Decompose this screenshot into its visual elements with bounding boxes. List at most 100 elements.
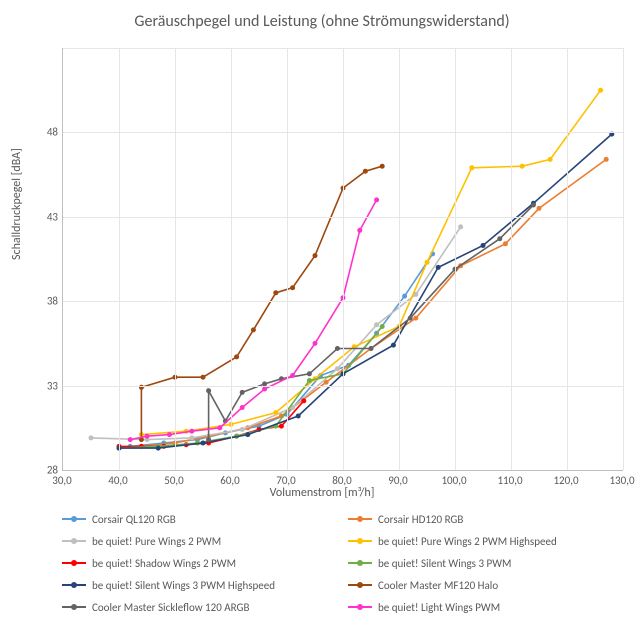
series-marker — [481, 243, 486, 248]
series-marker — [206, 437, 211, 442]
series-line — [91, 227, 461, 440]
legend-swatch-line — [348, 540, 372, 542]
series-marker — [335, 366, 340, 371]
series-marker — [335, 346, 340, 351]
series-line — [141, 159, 606, 446]
series-marker — [402, 294, 407, 299]
series-marker — [262, 387, 267, 392]
series-marker — [413, 316, 418, 321]
x-tick: 90,0 — [388, 474, 407, 487]
legend-swatch-marker — [71, 516, 77, 522]
series-marker — [458, 224, 463, 229]
legend-item: Cooler Master Sickleflow 120 ARGB — [62, 597, 336, 617]
legend-item: be quiet! Pure Wings 2 PWM Highspeed — [348, 531, 622, 551]
legend-label: be quiet! Pure Wings 2 PWM — [92, 535, 221, 548]
x-tick: 130,0 — [609, 474, 634, 487]
legend-swatch-line — [62, 540, 86, 542]
series-line — [130, 200, 376, 440]
series-line — [141, 166, 382, 439]
series-marker — [503, 241, 508, 246]
series-marker — [240, 390, 245, 395]
series-marker — [469, 165, 474, 170]
series-marker — [279, 424, 284, 429]
legend-label: be quiet! Silent Wings 3 PWM Highspeed — [92, 579, 275, 592]
series-marker — [537, 206, 542, 211]
series-marker — [145, 434, 150, 439]
series-marker — [520, 164, 525, 169]
legend-swatch-marker — [71, 538, 77, 544]
legend-item: be quiet! Pure Wings 2 PWM — [62, 531, 336, 551]
series-marker — [374, 322, 379, 327]
series-marker — [128, 437, 133, 442]
series-marker — [380, 324, 385, 329]
series-marker — [89, 435, 94, 440]
series-marker — [604, 157, 609, 162]
x-tick: 30,0 — [52, 474, 71, 487]
legend-item: be quiet! Silent Wings 3 PWM — [348, 553, 622, 573]
legend-label: Cooler Master MF120 Halo — [378, 579, 498, 592]
y-tick: 33 — [47, 379, 58, 392]
x-tick: 110,0 — [497, 474, 522, 487]
series-marker — [374, 197, 379, 202]
legend-swatch-line — [62, 584, 86, 586]
series-marker — [189, 435, 194, 440]
series-marker — [307, 371, 312, 376]
series-marker — [369, 346, 374, 351]
legend-swatch-line — [62, 606, 86, 608]
legend-label: be quiet! Light Wings PWM — [378, 601, 500, 614]
series-marker — [497, 236, 502, 241]
series-marker — [240, 427, 245, 432]
series-marker — [290, 373, 295, 378]
series-marker — [301, 398, 306, 403]
legend-label: be quiet! Shadow Wings 2 PWM — [92, 557, 236, 570]
series-marker — [240, 405, 245, 410]
series-marker — [313, 341, 318, 346]
legend-swatch-marker — [71, 604, 77, 610]
x-tick: 50,0 — [164, 474, 183, 487]
legend-swatch-marker — [357, 582, 363, 588]
x-tick: 100,0 — [441, 474, 466, 487]
legend-label: Cooler Master Sickleflow 120 ARGB — [92, 601, 249, 614]
series-marker — [548, 157, 553, 162]
series-marker — [380, 164, 385, 169]
series-marker — [251, 327, 256, 332]
series-marker — [156, 446, 161, 451]
legend-item: be quiet! Shadow Wings 2 PWM — [62, 553, 336, 573]
series-marker — [167, 432, 172, 437]
series-marker — [436, 265, 441, 270]
series-marker — [598, 88, 603, 93]
series-marker — [245, 432, 250, 437]
series-marker — [201, 441, 206, 446]
series-marker — [357, 228, 362, 233]
legend-item: Cooler Master MF120 Halo — [348, 575, 622, 595]
chart-title: Geräuschpegel und Leistung (ohne Strömun… — [0, 0, 644, 31]
series-marker — [217, 425, 222, 430]
chart-container: Geräuschpegel und Leistung (ohne Strömun… — [0, 0, 644, 644]
legend-swatch-line — [348, 584, 372, 586]
legend-swatch-line — [62, 518, 86, 520]
series-marker — [531, 203, 536, 208]
legend-swatch-marker — [357, 516, 363, 522]
series-marker — [363, 169, 368, 174]
legend-swatch-line — [62, 562, 86, 564]
y-axis-label: Schalldruckpegel [dBA] — [10, 148, 24, 260]
y-tick: 38 — [47, 295, 58, 308]
legend-label: be quiet! Pure Wings 2 PWM Highspeed — [378, 535, 557, 548]
series-marker — [391, 343, 396, 348]
x-tick: 120,0 — [553, 474, 578, 487]
series-marker — [201, 375, 206, 380]
y-tick: 43 — [47, 210, 58, 223]
legend-item: Corsair HD120 RGB — [348, 509, 622, 529]
legend-label: Corsair HD120 RGB — [378, 513, 463, 526]
series-marker — [425, 260, 430, 265]
legend-label: be quiet! Silent Wings 3 PWM — [378, 557, 511, 570]
y-tick: 48 — [47, 126, 58, 139]
legend-item: be quiet! Silent Wings 3 PWM Highspeed — [62, 575, 336, 595]
series-marker — [234, 354, 239, 359]
series-marker — [408, 316, 413, 321]
x-tick: 60,0 — [220, 474, 239, 487]
legend-label: Corsair QL120 RGB — [92, 513, 176, 526]
series-marker — [273, 290, 278, 295]
x-tick: 40,0 — [108, 474, 127, 487]
legend-swatch-marker — [357, 604, 363, 610]
